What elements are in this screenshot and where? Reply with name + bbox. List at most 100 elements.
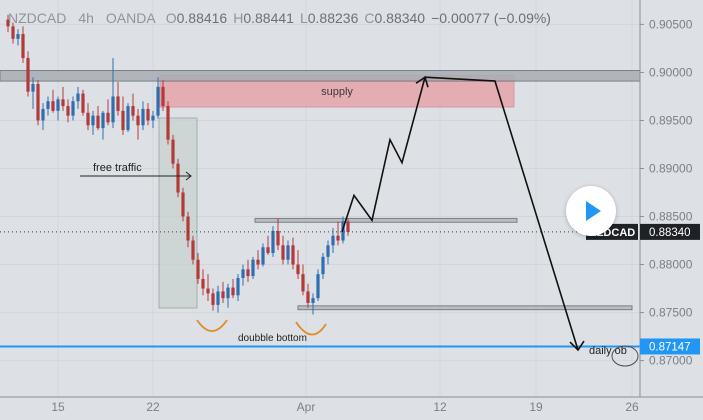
- candle-body: [316, 274, 320, 299]
- candle-body: [141, 108, 145, 126]
- current-price-label: 0.88340: [649, 227, 691, 239]
- candle-body: [266, 247, 270, 254]
- arrowhead-up: [415, 75, 429, 88]
- candle-body: [126, 106, 130, 131]
- candle-body: [336, 235, 340, 241]
- y-tick-label: 0.87000: [649, 354, 693, 368]
- candle-body: [86, 112, 90, 126]
- candle-body: [6, 19, 10, 27]
- candle-body: [171, 139, 175, 164]
- y-tick-label: 0.89500: [649, 113, 693, 127]
- candle-body: [61, 99, 65, 107]
- candle-body: [101, 112, 105, 129]
- candle-body: [41, 108, 45, 121]
- x-tick-label: 22: [146, 400, 160, 414]
- y-tick-label: 0.87500: [649, 306, 693, 320]
- time-axis[interactable]: 15 22 Apr 12 19 26: [0, 396, 703, 414]
- candle-body: [256, 259, 260, 265]
- daily-ob-circle: [611, 345, 639, 367]
- legend-ohlc-key: C: [364, 10, 374, 26]
- candle-body: [26, 58, 30, 92]
- candle-body: [156, 86, 160, 116]
- x-tick-label: 26: [625, 400, 639, 414]
- free-traffic-arrowhead: [185, 171, 192, 181]
- candle-body: [121, 110, 125, 131]
- candle-body: [296, 264, 300, 275]
- level-zone: [297, 305, 633, 311]
- candle-body: [36, 83, 40, 121]
- candle-body: [191, 240, 195, 260]
- candle-body: [16, 34, 20, 39]
- legend-change: −0.00077 (−0.09%): [431, 10, 551, 26]
- candle-body: [11, 26, 15, 39]
- y-tick-label: 0.89000: [649, 161, 693, 175]
- candle-body: [166, 106, 170, 140]
- candle-body: [331, 235, 335, 246]
- legend-ohlc-value: 0.88340: [374, 10, 425, 26]
- candle-body: [136, 115, 140, 126]
- y-tick-label: 0.88000: [649, 258, 693, 272]
- legend-text: NZDCAD 4h OANDA O0.88416 H0.88441 L0.88236 C0.…: [8, 10, 551, 26]
- candle-body: [201, 278, 205, 289]
- candle-body: [346, 221, 350, 232]
- candle-body: [51, 101, 55, 111]
- legend-ohlc-key: H: [233, 10, 243, 26]
- candle-body: [226, 287, 230, 299]
- candle-body: [281, 245, 285, 260]
- legend-ohlc-key: O: [166, 10, 177, 26]
- supply-zone-label: supply: [321, 86, 353, 98]
- candle-body: [276, 230, 280, 246]
- free-traffic-box: [158, 117, 198, 309]
- candle-body: [56, 99, 60, 111]
- play-icon: [586, 201, 601, 221]
- level-zone: [254, 217, 518, 223]
- legend-timeframe: 4h: [78, 10, 94, 26]
- candle-body: [186, 216, 190, 241]
- candle-body: [211, 293, 215, 305]
- play-button[interactable]: [566, 186, 616, 236]
- level-zone: [0, 70, 641, 82]
- legend-header: NZDCAD 4h OANDA O0.88416 H0.88441 L0.88236 C0.…: [8, 10, 551, 26]
- y-tick-label: 0.90500: [649, 17, 693, 31]
- candle-body: [291, 245, 295, 265]
- candle-body: [181, 192, 185, 217]
- candle-body: [71, 101, 75, 116]
- candle-body: [176, 163, 180, 193]
- candle-body: [271, 230, 275, 254]
- line-price-label: 0.87147: [649, 341, 691, 353]
- candle-body: [161, 86, 165, 107]
- candle-body: [21, 34, 25, 59]
- legend-broker: OANDA: [106, 10, 156, 26]
- legend-symbol: NZDCAD: [8, 10, 66, 26]
- candle-body: [76, 93, 80, 102]
- candle-body: [326, 245, 330, 257]
- candle-body: [146, 108, 150, 121]
- candle-body: [46, 101, 50, 109]
- candle-body: [231, 287, 235, 296]
- candle-body: [81, 93, 85, 113]
- x-tick-label: 15: [51, 400, 65, 414]
- candle-body: [151, 115, 155, 121]
- candle-body: [221, 291, 225, 299]
- candle-body: [31, 83, 35, 92]
- candle-body: [216, 291, 220, 305]
- candle-body: [251, 259, 255, 277]
- free-traffic-label: free traffic: [93, 162, 142, 174]
- candle-body: [246, 269, 250, 277]
- double-bottom-arc-right: [295, 321, 327, 336]
- price-axis[interactable]: 0.90500 0.90000 0.89500 0.89000 0.88500 0.880…: [586, 0, 703, 420]
- candle-body: [241, 269, 245, 278]
- candle-body: [206, 288, 210, 294]
- candle-body: [91, 115, 95, 126]
- candle-body: [96, 115, 100, 129]
- y-tick-label: 0.90000: [649, 65, 693, 79]
- arrowhead-down: [569, 340, 585, 352]
- candle-body: [301, 274, 305, 292]
- y-tick-label: 0.88500: [649, 210, 693, 224]
- double-bottom-label: doubble bottom: [238, 333, 307, 344]
- candle-body: [306, 291, 310, 303]
- candle-body: [66, 106, 70, 116]
